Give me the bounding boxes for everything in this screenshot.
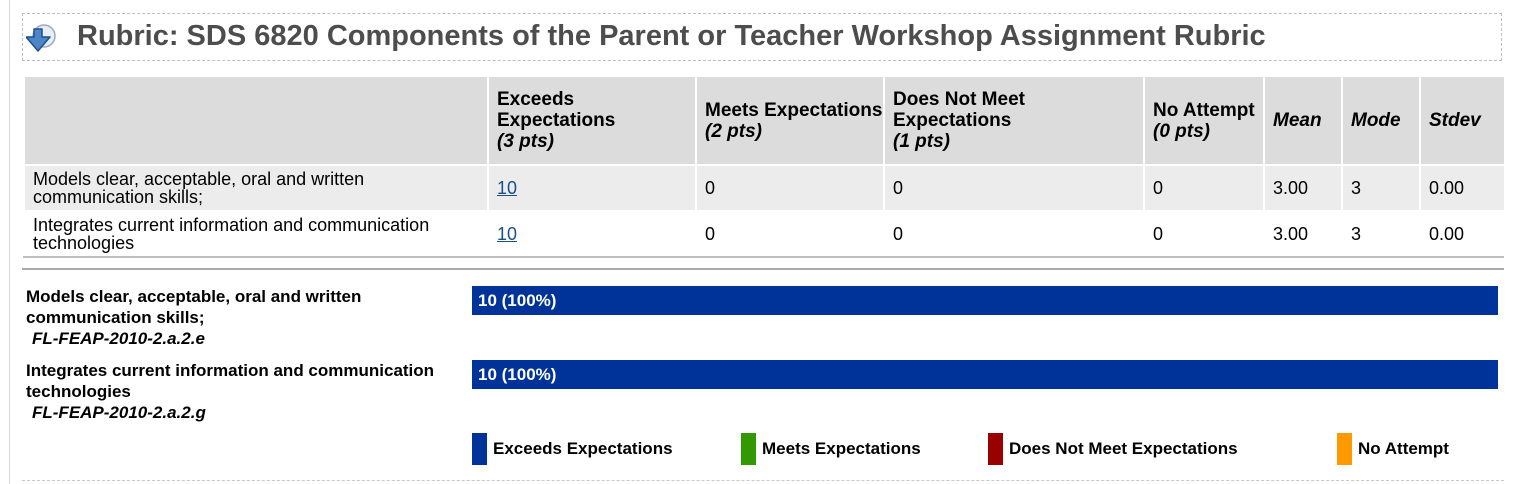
- legend-swatch: [741, 433, 756, 465]
- bar-label: 10 (100%): [478, 291, 557, 310]
- standard-code: FL-FEAP-2010-2.a.2.g: [32, 403, 206, 422]
- bottom-border: [22, 480, 1504, 482]
- distribution-bar: 10 (100%): [472, 360, 1498, 389]
- criterion-cell: Models clear, acceptable, oral and writt…: [23, 164, 489, 212]
- rubric-results-table: Exceeds Expectations (3 pts) Meets Expect…: [23, 75, 1506, 258]
- page-left-border: [9, 0, 10, 484]
- legend-swatch: [1337, 433, 1352, 465]
- column-header-mean: Mean: [1263, 75, 1343, 166]
- bar-segment-exceeds: [472, 286, 1498, 315]
- bar-label: 10 (100%): [478, 365, 557, 384]
- bar-segment-exceeds: [472, 360, 1498, 389]
- distribution-criterion-label: Models clear, acceptable, oral and writt…: [26, 286, 466, 349]
- exceeds-count-cell: 10: [487, 210, 697, 258]
- download-arrow-icon: [26, 24, 56, 52]
- meets-count-cell: 0: [695, 210, 885, 258]
- legend-label: Meets Expectations: [762, 439, 921, 458]
- column-header-does-not-meet: Does Not Meet Expectations (1 pts): [883, 75, 1145, 166]
- distribution-bar: 10 (100%): [472, 286, 1498, 315]
- legend-swatch: [988, 433, 1003, 465]
- mean-cell: 3.00: [1263, 164, 1343, 212]
- stdev-cell: 0.00: [1419, 210, 1506, 258]
- exceeds-count-link[interactable]: 10: [497, 177, 518, 198]
- mean-cell: 3.00: [1263, 210, 1343, 258]
- no-attempt-count-cell: 0: [1143, 210, 1265, 258]
- column-header-exceeds: Exceeds Expectations (3 pts): [487, 75, 697, 166]
- legend-label: Does Not Meet Expectations: [1009, 439, 1238, 458]
- mode-cell: 3: [1341, 210, 1421, 258]
- page-title: Rubric: SDS 6820 Components of the Paren…: [77, 20, 1266, 52]
- meets-count-cell: 0: [695, 164, 885, 212]
- standard-code: FL-FEAP-2010-2.a.2.e: [32, 329, 205, 348]
- does-not-meet-count-cell: 0: [883, 164, 1145, 212]
- distribution-criterion-label: Integrates current information and commu…: [26, 360, 466, 423]
- legend-swatch: [472, 433, 487, 465]
- does-not-meet-count-cell: 0: [883, 210, 1145, 258]
- section-divider: [22, 268, 1504, 270]
- table-row: Integrates current information and commu…: [23, 210, 1506, 258]
- stdev-cell: 0.00: [1419, 164, 1506, 212]
- mode-cell: 3: [1341, 164, 1421, 212]
- no-attempt-count-cell: 0: [1143, 164, 1265, 212]
- criterion-cell: Integrates current information and commu…: [23, 210, 489, 258]
- table-bottom-shadow: [23, 256, 1504, 258]
- column-header-meets: Meets Expectations (2 pts): [695, 75, 885, 166]
- exceeds-count-link[interactable]: 10: [497, 223, 518, 244]
- legend-label: Exceeds Expectations: [493, 439, 673, 458]
- exceeds-count-cell: 10: [487, 164, 697, 212]
- legend-label: No Attempt: [1358, 439, 1449, 458]
- table-row: Models clear, acceptable, oral and writt…: [23, 164, 1506, 212]
- column-header-criterion: [23, 75, 489, 166]
- column-header-mode: Mode: [1341, 75, 1421, 166]
- table-header-row: Exceeds Expectations (3 pts) Meets Expect…: [23, 75, 1506, 166]
- column-header-no-attempt: No Attempt (0 pts): [1143, 75, 1265, 166]
- rubric-header: Rubric: SDS 6820 Components of the Paren…: [22, 13, 1502, 61]
- column-header-stdev: Stdev: [1419, 75, 1506, 166]
